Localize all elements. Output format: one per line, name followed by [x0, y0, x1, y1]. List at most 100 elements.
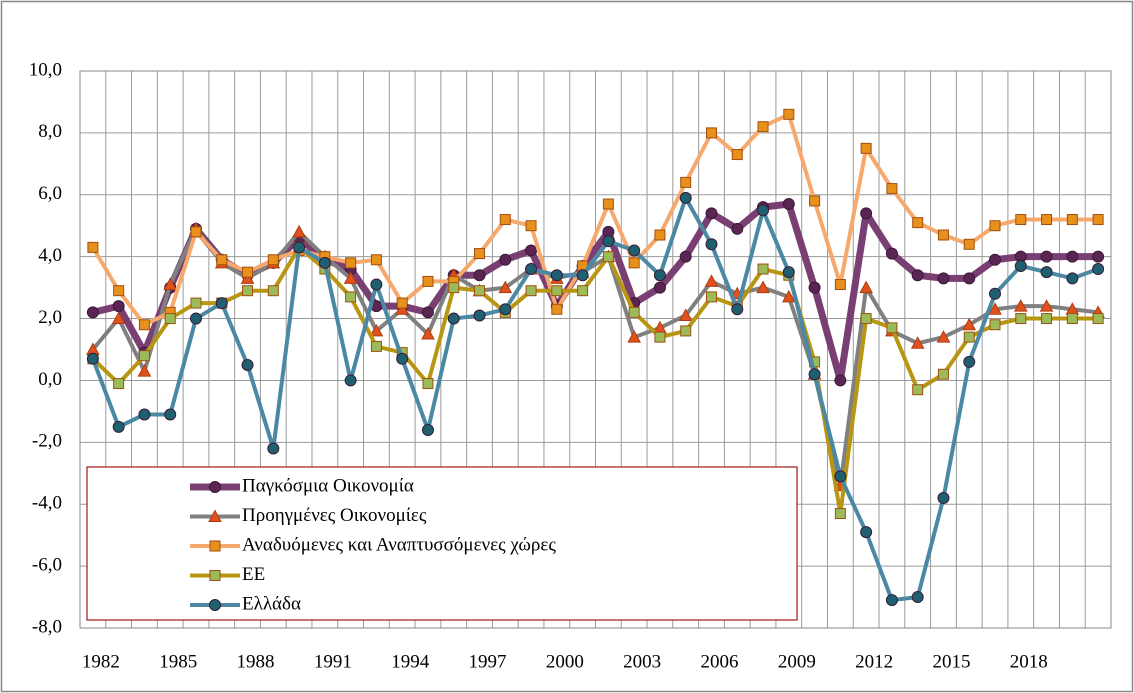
- legend-box: [86, 466, 798, 621]
- legend-label: Παγκόσμια Οικονομία: [242, 475, 414, 496]
- point: [705, 207, 718, 220]
- series-line: [91, 112, 1099, 327]
- point: [731, 222, 744, 235]
- point: [1092, 263, 1105, 276]
- point: [705, 127, 717, 139]
- point: [1092, 214, 1104, 226]
- legend-label: Προηγμένες Οικονομίες: [242, 505, 427, 526]
- point: [937, 272, 950, 285]
- point: [1013, 299, 1028, 312]
- point: [962, 317, 977, 331]
- y-tick-label: 0,0: [38, 369, 62, 390]
- x-tick-label: 2015: [932, 651, 970, 672]
- y-tick-label: 2,0: [38, 307, 62, 328]
- point: [963, 272, 976, 285]
- point: [886, 183, 898, 195]
- point: [678, 308, 693, 321]
- point: [782, 266, 795, 279]
- point: [473, 309, 486, 322]
- point: [498, 280, 513, 294]
- y-tick-label: -4,0: [32, 493, 62, 514]
- point: [447, 312, 460, 325]
- point: [653, 269, 666, 282]
- point: [781, 289, 796, 303]
- y-tick-label: 4,0: [38, 245, 62, 266]
- point: [834, 374, 847, 387]
- point: [138, 319, 150, 331]
- point: [190, 297, 202, 309]
- legend-label: Αναδυόμενες και Αναπτυσσόμενες χώρες: [242, 534, 556, 555]
- point: [396, 352, 409, 365]
- point: [834, 279, 846, 291]
- point: [164, 313, 176, 325]
- point: [499, 303, 512, 316]
- point: [551, 303, 563, 315]
- point: [318, 256, 331, 269]
- point: [525, 285, 537, 297]
- point: [783, 108, 795, 120]
- point: [215, 297, 228, 310]
- x-tick-label: 2012: [855, 651, 893, 672]
- point: [113, 285, 125, 297]
- x-tick-label: 1997: [469, 651, 507, 672]
- point: [267, 285, 279, 297]
- point: [577, 285, 589, 297]
- point: [679, 191, 692, 204]
- point: [602, 198, 614, 210]
- point: [216, 254, 228, 266]
- series-line: [91, 226, 1099, 488]
- y-tick-label: 6,0: [38, 183, 62, 204]
- y-tick-label: 8,0: [38, 121, 62, 142]
- point: [860, 207, 873, 220]
- point: [628, 244, 641, 257]
- point: [164, 408, 177, 421]
- point: [1092, 250, 1105, 263]
- point: [448, 282, 460, 294]
- point: [911, 591, 924, 604]
- point: [395, 302, 410, 315]
- point: [963, 355, 976, 368]
- legend-marker: [209, 540, 221, 552]
- legend-label: Ελλάδα: [242, 593, 301, 614]
- point: [242, 266, 254, 278]
- point: [1040, 266, 1053, 279]
- point: [937, 368, 949, 380]
- point: [627, 330, 642, 343]
- legend-marker: [209, 570, 221, 581]
- point: [421, 423, 434, 436]
- point: [1015, 214, 1027, 226]
- point: [885, 594, 898, 607]
- point: [525, 220, 537, 232]
- legend-label: ΕΕ: [242, 564, 265, 585]
- point: [989, 287, 1002, 300]
- point: [345, 257, 357, 269]
- point: [422, 378, 434, 390]
- point: [550, 269, 563, 282]
- legend-marker: [209, 599, 221, 611]
- point: [705, 291, 717, 303]
- point: [628, 257, 640, 269]
- point: [808, 281, 821, 294]
- point: [757, 204, 770, 217]
- point: [551, 285, 563, 297]
- x-tick-label: 1991: [314, 651, 352, 672]
- point: [680, 325, 692, 337]
- x-tick-label: 1985: [159, 651, 197, 672]
- point: [369, 323, 384, 337]
- legend-marker: [208, 509, 222, 522]
- point: [292, 224, 306, 238]
- point: [653, 281, 666, 294]
- x-tick-label: 2018: [1010, 651, 1048, 672]
- point: [422, 275, 434, 287]
- point: [267, 254, 279, 266]
- point: [911, 269, 924, 282]
- point: [1092, 313, 1104, 325]
- point: [1041, 313, 1053, 325]
- point: [1041, 214, 1053, 226]
- point: [86, 352, 99, 365]
- point: [112, 420, 125, 433]
- x-tick-label: 2003: [623, 651, 661, 672]
- point: [370, 340, 382, 352]
- point: [602, 251, 614, 263]
